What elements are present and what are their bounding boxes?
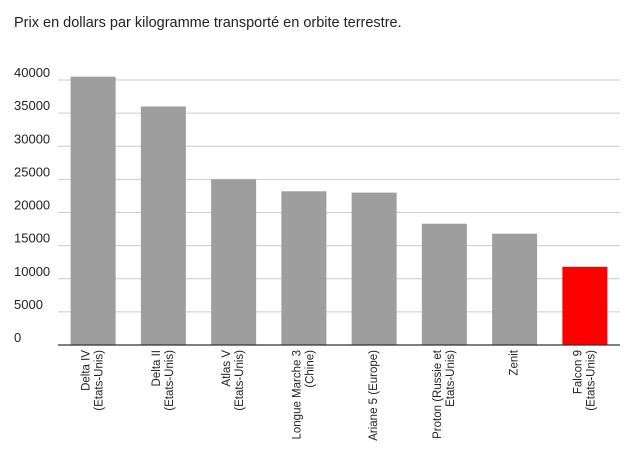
x-tick-label-line: Longue Marche 3 [291,350,303,440]
x-tick-label: Delta II (Etats-Unis) [151,350,176,411]
x-tick-label-line: Delta II [151,350,163,386]
x-tick-label-line: (Etats-Unis) [234,350,246,411]
bar [492,233,538,345]
y-tick-label: 10000 [14,264,50,279]
bars [70,76,608,345]
y-tick-label: 35000 [14,98,50,113]
chart-title: Prix en dollars par kilogramme transport… [14,15,402,31]
y-tick-label: 25000 [14,164,50,179]
bar [140,106,186,345]
bar [211,179,257,345]
x-tick-label-line: Ariane 5 (Europe) [368,350,380,441]
y-tick-label: 15000 [14,231,50,246]
x-tick-label-line: Falcon 9 [572,350,584,394]
y-tick-label: 20000 [14,198,50,213]
x-tick-label: Ariane 5 (Europe) [368,350,380,441]
y-tick-label: 30000 [14,131,50,146]
x-tick-label-line: Etats-Unis) [445,350,457,407]
x-tick-label: Zenit [509,349,521,375]
x-tick-label-line: Delta IV [81,350,93,391]
x-tick-label: Proton (Russie et Etats-Unis) [432,349,457,439]
y-tick-label: 0 [14,330,21,345]
x-tick-label-line: (Etats-Unis) [585,350,597,411]
x-tick-label-line: Atlas V [221,350,233,387]
y-axis-ticks: 0 5000 10000 15000 20000 25000 30000 35000 40000 [14,65,50,345]
bar [70,76,116,345]
x-tick-label-line: Proton (Russie et [432,349,444,439]
x-tick-label: Atlas V (Etats-Unis) [221,350,246,411]
x-tick-label-line: (Chine) [304,350,316,388]
bar [421,223,467,345]
x-tick-label-line: Zenit [509,349,521,375]
bar [281,191,327,345]
x-tick-label: Falcon 9 (Etats-Unis) [572,350,597,411]
x-tick-label: Longue Marche 3 (Chine) [291,350,316,440]
x-tick-label: Delta IV (Etats-Unis) [81,350,106,411]
y-tick-label: 5000 [14,297,43,312]
x-tick-label-line: (Etats-Unis) [164,350,176,411]
y-tick-label: 40000 [14,65,50,80]
bar [351,192,397,345]
x-tick-label-line: (Etats-Unis) [94,350,106,411]
bar [562,266,608,345]
x-axis-labels: Delta IV (Etats-Unis) Delta II (Etats-Unis)… [81,349,598,441]
